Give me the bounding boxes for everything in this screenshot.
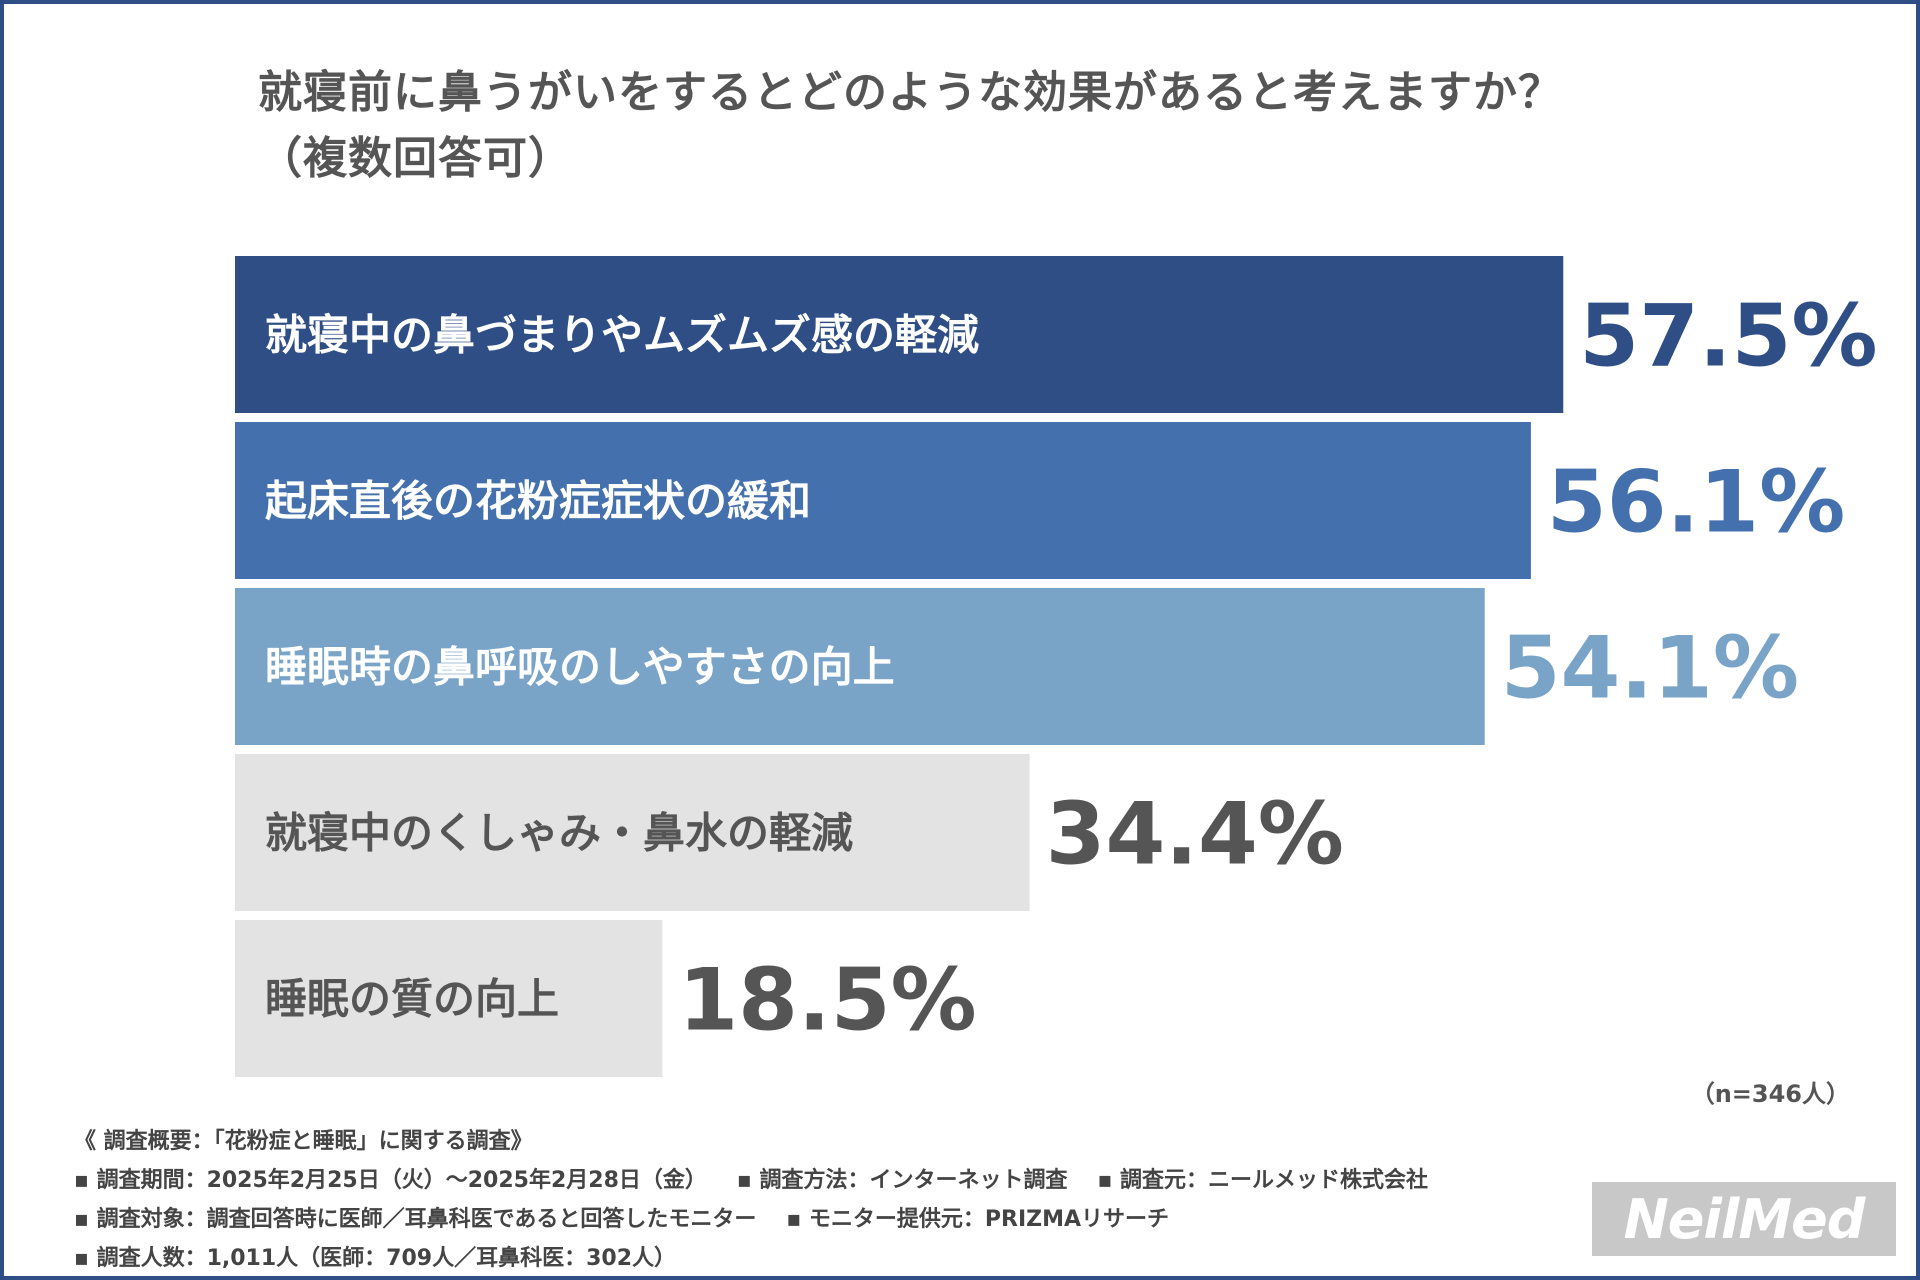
footer-provider: ▪ モニター提供元：PRIZMAリサーチ (786, 1207, 1170, 1232)
chart-title: 就寝前に鼻うがいをするとどのような効果があると考えますか？ （複数回答可） (258, 60, 1563, 192)
bar-label-2: 起床直後の花粉症症状の緩和 (265, 477, 811, 526)
footer-overview: 《 調査概要：「花粉症と睡眠」に関する調査》 (74, 1129, 533, 1154)
bar-3 (235, 588, 1485, 745)
footer-row-2: ▪ 調査対象：調査回答時に医師／耳鼻科医であると回答したモニター ▪ モニター提供… (74, 1200, 1428, 1239)
value-label-2: 56.1% (1547, 453, 1845, 553)
survey-footer: 《 調査概要：「花粉症と睡眠」に関する調査》 ▪ 調査期間：2025年2月25日… (74, 1122, 1428, 1278)
value-label-3: 54.1% (1501, 619, 1799, 719)
footer-count: ▪ 調査人数：1,011人（医師：709人／耳鼻科医：302人） (74, 1246, 677, 1271)
footer-period: ▪ 調査期間：2025年2月25日（火）～2025年2月28日（金） (74, 1168, 707, 1193)
logo-text: NeilMed (1623, 1187, 1866, 1251)
sample-size-note: （n=346人） (1690, 1080, 1850, 1108)
value-label-4: 34.4% (1046, 785, 1344, 885)
bar-4 (235, 754, 1030, 911)
bar-label-1: 就寝中の鼻づまりやムズムズ感の軽減 (265, 311, 979, 360)
value-label-5: 18.5% (678, 951, 976, 1051)
footer-source: ▪ 調査元：ニールメッド株式会社 (1097, 1168, 1429, 1193)
bar-1 (235, 256, 1564, 413)
footer-method: ▪ 調査方法：インターネット調査 (736, 1168, 1068, 1193)
chart-title-line2: （複数回答可） (258, 133, 573, 184)
footer-row-1: ▪ 調査期間：2025年2月25日（火）～2025年2月28日（金） ▪ 調査方法… (74, 1161, 1428, 1200)
value-label-1: 57.5% (1579, 287, 1877, 387)
footer-target: ▪ 調査対象：調査回答時に医師／耳鼻科医であると回答したモニター (74, 1207, 757, 1232)
bar-2 (235, 422, 1531, 579)
bar-label-4: 就寝中のくしゃみ・鼻水の軽減 (265, 809, 853, 858)
bar-label-5: 睡眠の質の向上 (265, 975, 559, 1024)
chart-title-line1: 就寝前に鼻うがいをするとどのような効果があると考えますか？ (258, 67, 1563, 118)
neilmed-logo: NeilMed (1592, 1182, 1896, 1256)
bar-5 (235, 920, 663, 1077)
bar-label-3: 睡眠時の鼻呼吸のしやすさの向上 (265, 643, 895, 692)
